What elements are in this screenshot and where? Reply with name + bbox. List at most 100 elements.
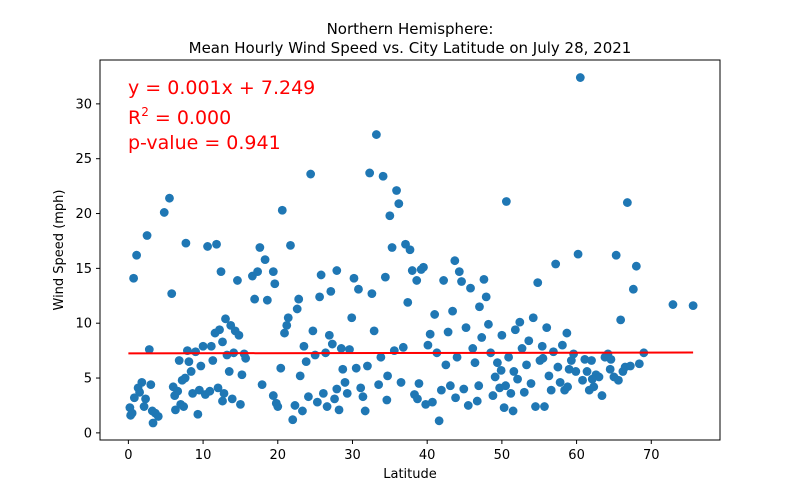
x-axis-label: Latitude xyxy=(383,467,437,482)
regression-line-group xyxy=(128,351,694,355)
data-point xyxy=(439,276,449,285)
data-point xyxy=(622,198,632,207)
data-point xyxy=(165,193,174,203)
data-point xyxy=(191,347,201,357)
data-point xyxy=(563,382,573,392)
data-point xyxy=(688,301,698,311)
data-point xyxy=(257,380,267,390)
data-point xyxy=(573,249,583,259)
data-point xyxy=(338,364,348,374)
data-point xyxy=(564,364,574,374)
data-point xyxy=(253,267,263,277)
data-point xyxy=(631,261,641,271)
data-point xyxy=(193,409,203,419)
data-point xyxy=(441,360,451,370)
x-tick-label: 10 xyxy=(195,448,212,463)
y-tick-label: 30 xyxy=(75,97,92,112)
y-tick-label: 15 xyxy=(75,262,92,277)
data-point xyxy=(318,388,328,398)
data-point xyxy=(282,321,292,330)
data-point xyxy=(425,329,435,339)
r-squared-value: = 0.000 xyxy=(149,107,231,129)
data-point xyxy=(365,168,375,178)
data-point xyxy=(174,356,184,365)
data-point xyxy=(380,272,390,282)
data-point xyxy=(159,208,169,217)
data-point xyxy=(611,250,621,260)
regression-equation: y = 0.001x + 7.249 xyxy=(128,77,315,99)
data-point xyxy=(327,339,337,349)
data-point xyxy=(286,240,295,250)
data-point xyxy=(450,256,460,266)
data-point xyxy=(414,379,424,388)
data-point xyxy=(616,315,626,325)
data-point xyxy=(501,197,511,206)
r-squared-label: R2 = 0.000 xyxy=(128,105,231,129)
data-point xyxy=(215,325,224,335)
data-point xyxy=(188,388,198,398)
data-point xyxy=(537,341,547,351)
data-point xyxy=(308,326,318,336)
data-point xyxy=(315,292,325,302)
data-point xyxy=(594,372,604,382)
data-point xyxy=(299,341,309,351)
x-axis-ticks: 0 10 20 30 40 50 60 70 xyxy=(124,440,660,463)
data-point xyxy=(445,381,455,391)
data-point xyxy=(501,381,511,391)
data-point xyxy=(454,267,464,277)
data-point xyxy=(224,367,234,376)
data-point xyxy=(233,276,242,285)
data-point xyxy=(374,380,384,390)
data-point xyxy=(387,243,397,252)
data-point xyxy=(371,130,381,139)
data-point xyxy=(496,365,506,375)
data-point xyxy=(241,353,251,363)
data-point xyxy=(354,284,363,294)
data-point xyxy=(347,313,357,323)
data-point xyxy=(369,326,379,336)
data-point xyxy=(589,382,599,392)
data-point xyxy=(430,310,440,319)
data-point xyxy=(219,388,229,398)
data-point xyxy=(628,284,638,294)
data-point xyxy=(555,378,565,387)
data-point xyxy=(385,211,395,221)
data-point xyxy=(542,323,552,332)
x-tick-label: 20 xyxy=(270,448,287,463)
data-point xyxy=(295,371,305,381)
data-point xyxy=(212,239,221,249)
data-point xyxy=(474,381,484,391)
data-point xyxy=(575,73,585,82)
regression-line xyxy=(128,351,694,355)
data-point xyxy=(571,367,581,376)
data-point xyxy=(625,361,635,371)
data-point xyxy=(262,295,272,305)
data-point xyxy=(528,313,538,323)
data-point xyxy=(378,171,388,181)
data-point xyxy=(421,399,431,409)
data-point xyxy=(557,340,567,350)
data-point xyxy=(475,302,484,312)
data-point xyxy=(513,374,522,384)
x-tick-label: 30 xyxy=(344,448,361,463)
x-tick-label: 70 xyxy=(643,448,660,463)
data-point xyxy=(363,361,372,371)
data-point xyxy=(301,357,311,366)
data-point xyxy=(553,362,563,372)
scatter-points xyxy=(125,73,698,428)
data-point xyxy=(434,416,444,426)
data-point xyxy=(509,367,519,376)
data-point xyxy=(324,330,334,340)
data-point xyxy=(470,358,480,368)
data-point xyxy=(358,392,368,402)
data-point xyxy=(582,367,592,376)
data-point xyxy=(508,406,518,416)
data-point xyxy=(367,289,377,298)
data-point xyxy=(276,363,286,373)
data-point xyxy=(129,273,139,283)
data-point xyxy=(216,267,226,277)
data-point xyxy=(206,341,216,351)
data-point xyxy=(493,358,502,368)
data-point xyxy=(360,406,370,416)
data-point xyxy=(538,353,548,363)
